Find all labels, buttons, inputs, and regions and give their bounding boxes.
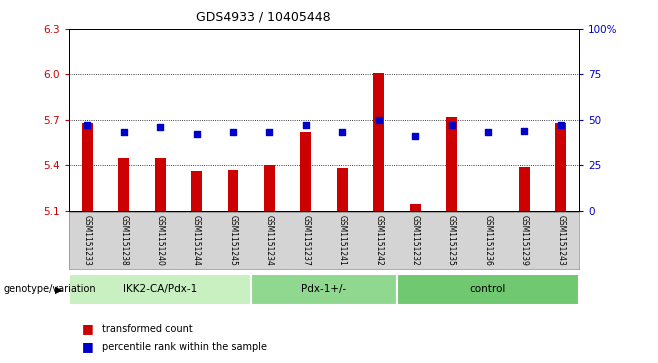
Point (446, 122, 457, 128)
Point (228, 130, 238, 135)
Text: GSM1151232: GSM1151232 (411, 215, 420, 266)
Point (264, 130, 274, 135)
Text: GSM1151244: GSM1151244 (192, 215, 201, 266)
Text: GSM1151236: GSM1151236 (484, 215, 492, 266)
Bar (155, 158, 166, 211)
Text: GSM1151240: GSM1151240 (156, 215, 164, 266)
Bar (397, 274, 579, 305)
Point (519, 128, 530, 134)
Bar (410, 204, 420, 211)
Bar (373, 73, 384, 211)
Point (118, 130, 129, 135)
Text: transformed count: transformed count (102, 323, 193, 334)
Bar (301, 132, 311, 211)
Point (555, 122, 566, 128)
Text: GSM1151235: GSM1151235 (447, 215, 456, 266)
Text: IKK2-CA/Pdx-1: IKK2-CA/Pdx-1 (123, 284, 197, 294)
Bar (251, 274, 397, 305)
Bar (264, 165, 275, 211)
Text: genotype/variation: genotype/variation (3, 285, 96, 294)
Text: GSM1151239: GSM1151239 (520, 215, 529, 266)
Bar (228, 170, 238, 211)
Text: control: control (470, 284, 506, 294)
Text: GSM1151237: GSM1151237 (301, 215, 311, 266)
Point (191, 131, 202, 137)
Text: percentile rank within the sample: percentile rank within the sample (102, 342, 267, 352)
Point (410, 133, 420, 139)
Text: GSM1151234: GSM1151234 (265, 215, 274, 266)
Point (301, 122, 311, 128)
Point (337, 130, 347, 135)
Bar (519, 167, 530, 211)
Bar (337, 168, 347, 211)
Point (82, 122, 93, 128)
Text: GSM1151241: GSM1151241 (338, 215, 347, 266)
Point (155, 124, 165, 130)
Text: Pdx-1+/-: Pdx-1+/- (301, 284, 347, 294)
Bar (82, 123, 93, 211)
Text: GDS4933 / 10405448: GDS4933 / 10405448 (195, 11, 330, 24)
Text: ■: ■ (82, 322, 94, 335)
Text: GSM1151233: GSM1151233 (83, 215, 92, 266)
Bar (118, 158, 129, 211)
Bar (446, 117, 457, 211)
Text: ■: ■ (82, 340, 94, 353)
Bar (69, 274, 251, 305)
Text: ▶: ▶ (55, 285, 63, 294)
Bar (191, 171, 202, 211)
Point (483, 130, 494, 135)
Text: GSM1151243: GSM1151243 (556, 215, 565, 266)
Point (374, 117, 384, 123)
Bar (555, 123, 567, 211)
Text: GSM1151238: GSM1151238 (119, 215, 128, 266)
Text: GSM1151245: GSM1151245 (228, 215, 238, 266)
Text: GSM1151242: GSM1151242 (374, 215, 383, 266)
